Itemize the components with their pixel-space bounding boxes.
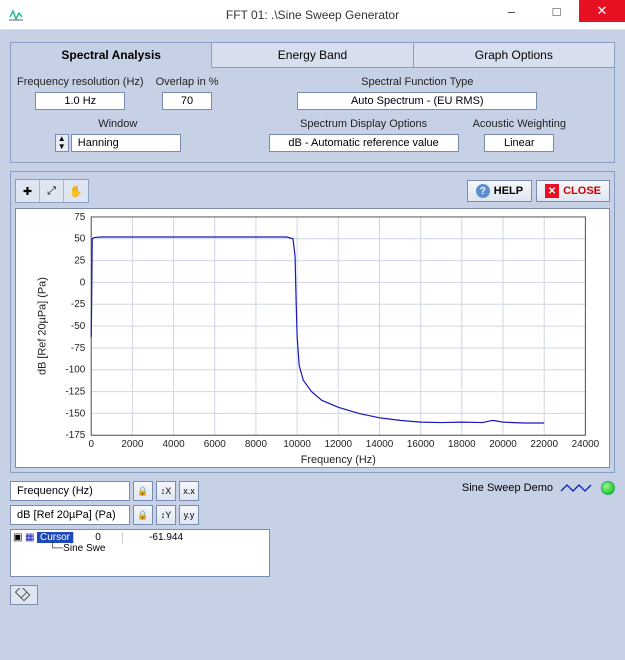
- svg-text:12000: 12000: [325, 439, 353, 450]
- tab-panel: Frequency resolution (Hz) 1.0 Hz Overlap…: [10, 68, 615, 163]
- svg-text:-175: -175: [65, 430, 85, 441]
- tab-spectral-analysis[interactable]: Spectral Analysis: [11, 43, 212, 68]
- svg-text:Frequency (Hz): Frequency (Hz): [301, 454, 376, 466]
- cursor-table[interactable]: ▣ ▦ Cursor 0 -61.944 └─ Sine Swe: [10, 529, 270, 577]
- plot-tool-group: ✚ ⤢ ✋: [15, 179, 89, 203]
- svg-text:16000: 16000: [407, 439, 435, 450]
- spectrum-display-label: Spectrum Display Options: [300, 118, 427, 130]
- help-label: HELP: [494, 185, 523, 197]
- svg-text:25: 25: [74, 256, 86, 267]
- bottom-controls: Frequency (Hz) 🔒 ↕X x.x dB [Ref 20µPa] (…: [10, 481, 615, 577]
- cursor-label: Cursor: [37, 532, 73, 543]
- tab-strip: Spectral Analysis Energy Band Graph Opti…: [10, 42, 615, 68]
- tab-energy-band[interactable]: Energy Band: [212, 43, 413, 67]
- help-button[interactable]: ? HELP: [467, 180, 532, 202]
- diamond-status-icon[interactable]: [10, 585, 38, 605]
- window-fn-combo[interactable]: ▲▼ Hanning: [55, 134, 181, 152]
- pan-tool-icon[interactable]: ✋: [64, 180, 88, 202]
- svg-text:6000: 6000: [204, 439, 227, 450]
- svg-text:dB [Ref 20µPa] (Pa): dB [Ref 20µPa] (Pa): [37, 277, 49, 375]
- spectral-fn-type-field[interactable]: Auto Spectrum - (EU RMS): [297, 92, 537, 110]
- minimize-button[interactable]: –: [489, 0, 534, 22]
- svg-text:0: 0: [80, 277, 86, 288]
- cursor-x-value: 0: [73, 532, 123, 543]
- svg-text:-125: -125: [65, 387, 85, 398]
- overlap-label: Overlap in %: [156, 76, 219, 88]
- spinner-icon[interactable]: ▲▼: [55, 134, 69, 152]
- x-format-button[interactable]: x.x: [179, 481, 199, 501]
- maximize-button[interactable]: □: [534, 0, 579, 22]
- cursor-y-value: -61.944: [123, 532, 183, 543]
- spectrum-display-field[interactable]: dB - Automatic reference value: [269, 134, 459, 152]
- close-window-button[interactable]: ✕: [579, 0, 625, 22]
- close-panel-button[interactable]: ✕ CLOSE: [536, 180, 610, 202]
- svg-text:10000: 10000: [283, 439, 311, 450]
- svg-text:14000: 14000: [366, 439, 394, 450]
- cursor-trace-name: Sine Swe: [63, 543, 105, 554]
- y-lock-icon[interactable]: 🔒: [133, 505, 153, 525]
- svg-text:50: 50: [74, 234, 86, 245]
- svg-text:8000: 8000: [245, 439, 268, 450]
- overlap-field[interactable]: 70: [162, 92, 212, 110]
- freq-resolution-label: Frequency resolution (Hz): [17, 76, 144, 88]
- legend-label: Sine Sweep Demo: [462, 482, 553, 494]
- title-bar: FFT 01: .\Sine Sweep Generator – □ ✕: [0, 0, 625, 30]
- spectral-fn-type-label: Spectral Function Type: [361, 76, 473, 88]
- freq-resolution-field[interactable]: 1.0 Hz: [35, 92, 125, 110]
- app-icon: [6, 5, 26, 25]
- svg-text:18000: 18000: [448, 439, 476, 450]
- svg-text:2000: 2000: [121, 439, 144, 450]
- svg-text:-100: -100: [65, 365, 85, 376]
- svg-text:24000: 24000: [572, 439, 600, 450]
- chart-container: ✚ ⤢ ✋ ? HELP ✕ CLOSE 0 2000 4000 6000 8000 10…: [10, 171, 615, 473]
- y-axis-name-field[interactable]: dB [Ref 20µPa] (Pa): [10, 505, 130, 525]
- tab-graph-options[interactable]: Graph Options: [414, 43, 614, 67]
- svg-text:0: 0: [88, 439, 94, 450]
- acoustic-weighting-field[interactable]: Linear: [484, 134, 554, 152]
- y-autoscale-button[interactable]: ↕Y: [156, 505, 176, 525]
- x-autoscale-button[interactable]: ↕X: [156, 481, 176, 501]
- x-axis-name-field[interactable]: Frequency (Hz): [10, 481, 130, 501]
- svg-text:75: 75: [74, 212, 86, 223]
- close-label: CLOSE: [563, 185, 601, 197]
- client-area: Spectral Analysis Energy Band Graph Opti…: [0, 30, 625, 660]
- window-fn-value: Hanning: [71, 134, 181, 152]
- spectrum-chart: 0 2000 4000 6000 8000 10000 12000 14000 16000 180…: [16, 209, 609, 467]
- svg-text:20000: 20000: [489, 439, 517, 450]
- legend-line-icon: [559, 481, 595, 495]
- status-led-icon: [601, 481, 615, 495]
- svg-text:22000: 22000: [530, 439, 558, 450]
- svg-text:-25: -25: [71, 299, 86, 310]
- zoom-tool-icon[interactable]: ⤢: [40, 180, 64, 202]
- acoustic-weighting-label: Acoustic Weighting: [473, 118, 566, 130]
- window-fn-label: Window: [98, 118, 137, 130]
- plot-area[interactable]: 0 2000 4000 6000 8000 10000 12000 14000 16000 180…: [15, 208, 610, 468]
- legend: Sine Sweep Demo: [462, 481, 615, 495]
- svg-text:-50: -50: [71, 321, 86, 332]
- crosshair-tool-icon[interactable]: ✚: [16, 180, 40, 202]
- x-lock-icon[interactable]: 🔒: [133, 481, 153, 501]
- svg-text:-75: -75: [71, 343, 86, 354]
- svg-text:4000: 4000: [163, 439, 186, 450]
- svg-text:-150: -150: [65, 408, 85, 419]
- y-format-button[interactable]: y.y: [179, 505, 199, 525]
- close-icon: ✕: [545, 184, 559, 198]
- help-icon: ?: [476, 184, 490, 198]
